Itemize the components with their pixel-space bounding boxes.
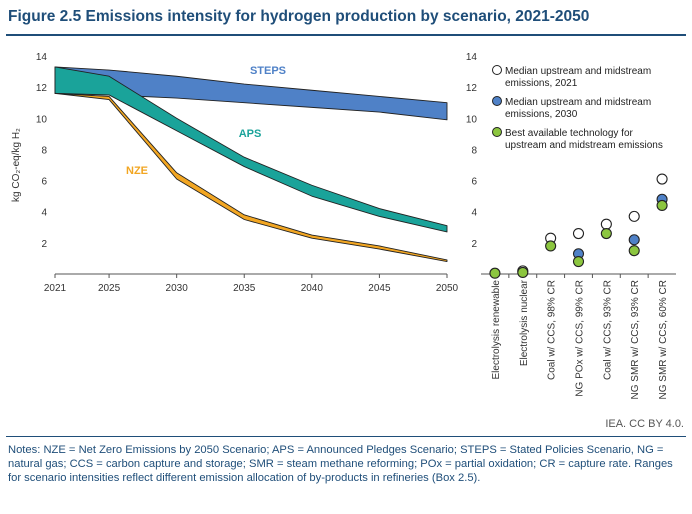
x-tick-label: 2025 <box>98 283 121 294</box>
category-label: NG SMR w/ CCS, 93% CR <box>630 280 641 399</box>
category-label: Electrolysis renewable <box>491 280 502 380</box>
dot-series-2 <box>628 234 640 246</box>
category-label: Coal w/ CCS, 93% CR <box>602 280 613 380</box>
figure-title: Figure 2.5 Emissions intensity for hydro… <box>8 8 590 25</box>
dot-series-3 <box>628 245 640 257</box>
title-rule <box>6 34 686 36</box>
legend-label: Best available technology for <box>505 128 634 139</box>
dot-series-3 <box>545 240 557 252</box>
notes-rule <box>6 436 686 437</box>
notes-text: Notes: NZE = Net Zero Emissions by 2050 … <box>8 444 673 484</box>
y-tick-label: 2 <box>41 239 47 250</box>
right-y-tick-label: 12 <box>466 83 478 94</box>
category-label: Electrolysis nuclear <box>519 279 530 366</box>
legend-marker <box>492 127 502 137</box>
chart-canvas: 2 4 6 8 10 12 14 2021 2025 2030 2035 2040 2045 2050 kg… <box>11 52 676 399</box>
legend-label: emissions, 2021 <box>505 78 578 89</box>
dot-series-3 <box>600 227 612 240</box>
category-label: NG POx w/ CCS, 99% CR <box>575 280 586 397</box>
category-label: Coal w/ CCS, 98% CR <box>547 280 558 380</box>
right-y-tick-label: 14 <box>466 52 478 63</box>
legend-label: emissions, 2030 <box>505 109 578 120</box>
y-tick-label: 6 <box>41 177 47 188</box>
dot-series-1 <box>600 218 612 230</box>
x-tick-label: 2050 <box>436 283 459 294</box>
dot-series-3 <box>572 255 585 268</box>
credit-text: IEA. CC BY 4.0. <box>605 418 684 430</box>
y-tick-label: 12 <box>36 83 48 94</box>
series-band-nze <box>54 92 448 262</box>
x-tick-label: 2040 <box>301 283 324 294</box>
dot-series-3 <box>517 266 529 278</box>
right-y-tick-label: 2 <box>471 239 477 250</box>
y-tick-label: 4 <box>41 208 47 219</box>
series-band-aps <box>54 66 448 233</box>
series-label-aps: APS <box>239 128 262 140</box>
y-axis-label: kg CO₂-eq/kg H₂ <box>11 128 22 202</box>
x-tick-label: 2045 <box>368 283 391 294</box>
legend-label: upstream and midstream emissions <box>505 140 663 151</box>
series-label-steps: STEPS <box>250 65 286 77</box>
right-y-tick-label: 8 <box>471 145 477 156</box>
legend-label: Median upstream and midstream <box>505 97 651 108</box>
right-y-tick-label: 4 <box>471 208 477 219</box>
dot-series-1 <box>656 173 668 185</box>
dot-series-1 <box>572 227 585 240</box>
dot-series-3 <box>656 199 668 212</box>
legend-marker <box>492 96 502 106</box>
x-tick-label: 2021 <box>44 283 67 294</box>
x-tick-label: 2035 <box>233 283 256 294</box>
right-y-tick-label: 10 <box>466 114 478 125</box>
legend-marker <box>492 65 502 75</box>
dot-series-3 <box>489 267 501 279</box>
y-tick-label: 8 <box>41 145 47 156</box>
series-label-nze: NZE <box>126 165 148 177</box>
x-tick-label: 2030 <box>166 283 189 294</box>
category-label: NG SMR w/ CCS, 60% CR <box>658 280 669 399</box>
dot-series-1 <box>628 210 640 222</box>
y-tick-label: 14 <box>36 52 48 63</box>
right-y-tick-label: 6 <box>471 177 477 188</box>
y-tick-label: 10 <box>36 114 48 125</box>
legend-label: Median upstream and midstream <box>505 66 651 77</box>
